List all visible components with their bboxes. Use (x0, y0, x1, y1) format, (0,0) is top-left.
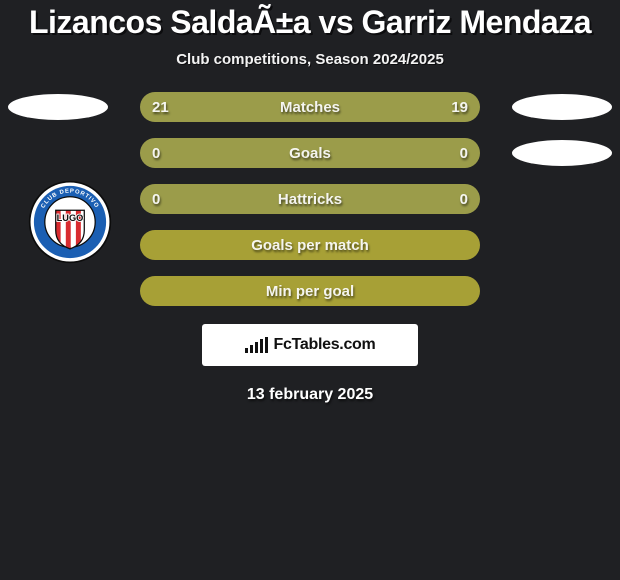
placeholder-oval-right (512, 94, 612, 120)
stat-pill: Min per goal (140, 276, 480, 306)
stat-label: Hattricks (278, 191, 342, 208)
stat-label: Min per goal (266, 283, 354, 300)
stat-label: Goals (289, 145, 331, 162)
subtitle: Club competitions, Season 2024/2025 (0, 51, 620, 68)
stat-pill: Hattricks 0 0 (140, 184, 480, 214)
stat-value-left: 0 (152, 145, 160, 162)
stat-value-right: 19 (451, 99, 468, 116)
placeholder-oval-left (8, 94, 108, 120)
stat-row: Min per goal (0, 276, 620, 306)
stat-value-right: 0 (460, 191, 468, 208)
brand-card[interactable]: FcTables.com (202, 324, 418, 366)
stat-value-left: 21 (152, 99, 169, 116)
date-text: 13 february 2025 (0, 386, 620, 404)
team-badge-lugo: CLUB DEPORTIVO LUGO (28, 180, 112, 264)
stat-row: Matches 21 19 (0, 92, 620, 122)
stat-pill: Goals 0 0 (140, 138, 480, 168)
stat-value-right: 0 (460, 145, 468, 162)
brand-text: FcTables.com (274, 336, 376, 354)
svg-text:LUGO: LUGO (57, 213, 84, 223)
stat-label: Goals per match (251, 237, 369, 254)
stat-row: Goals 0 0 (0, 138, 620, 168)
placeholder-oval-right (512, 140, 612, 166)
stat-pill: Goals per match (140, 230, 480, 260)
page-title: Lizancos SaldaÃ±a vs Garriz Mendaza (0, 4, 620, 41)
bar-chart-icon (245, 337, 268, 353)
stat-label: Matches (280, 99, 340, 116)
stat-value-left: 0 (152, 191, 160, 208)
stat-pill: Matches 21 19 (140, 92, 480, 122)
